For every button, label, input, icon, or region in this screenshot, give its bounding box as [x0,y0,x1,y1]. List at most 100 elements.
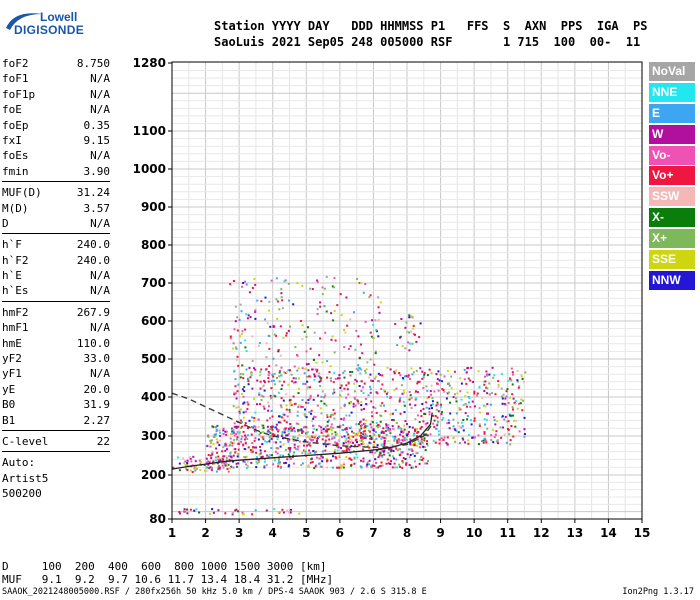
echo-point [263,465,266,468]
echo-point [354,378,357,381]
echo-point [270,436,273,439]
echo-point [374,352,377,355]
echo-point [260,456,263,459]
y-tick-label: 1000 [133,162,166,176]
echo-point [494,433,497,436]
param-value: 3.57 [83,201,111,215]
echo-point [406,434,408,437]
echo-point [383,439,386,442]
echo-point [402,389,405,392]
echo-point [470,419,472,422]
echo-point [311,420,314,423]
echo-point [324,439,327,442]
echo-point [411,449,414,452]
echo-point [375,391,378,394]
echo-point [353,390,356,393]
echo-point [194,469,197,472]
echo-point [417,440,420,443]
echo-point [273,508,276,511]
echo-point [362,433,365,436]
y-tick-label: 900 [141,200,166,214]
echo-point [441,411,443,414]
echo-point [341,465,343,468]
echo-point [233,391,236,394]
echo-point [268,440,271,443]
echo-point [263,379,266,382]
echo-point [289,398,292,401]
echo-point [419,458,422,461]
echo-point [380,461,383,464]
legend-item: Vo+ [649,166,695,186]
param-value: N/A [90,367,110,381]
echo-point [273,333,276,336]
echo-point [350,435,353,438]
echo-point [195,508,198,511]
echo-point [279,369,281,372]
echo-point [198,511,201,514]
echo-point [448,427,451,430]
echo-point [349,441,352,444]
echo-point [283,462,286,465]
echo-point [297,406,300,408]
legend-item: X+ [649,229,695,249]
echo-point [178,469,181,472]
echo-point [242,395,245,398]
echo-point [256,379,259,382]
echo-point [184,460,187,463]
echo-point [345,396,348,399]
param-label: h`E [2,269,22,283]
echo-point [349,345,352,348]
echo-point [391,466,394,469]
echo-point [333,436,336,439]
echo-point [369,294,372,297]
echo-point [516,370,519,372]
echo-point [186,469,189,471]
echo-point [377,466,380,469]
y-tick-label: 1100 [133,124,166,138]
echo-point [206,445,209,448]
echo-point [495,430,498,433]
echo-point [242,282,245,284]
param-value: 31.24 [76,186,110,200]
echo-point [368,441,371,444]
echo-point [485,374,488,377]
echo-point [422,442,424,445]
echo-point [336,449,339,452]
echo-point [223,444,226,447]
echo-point [254,283,257,286]
echo-point [326,424,329,427]
echo-point [437,430,440,433]
echo-point [325,435,328,438]
echo-point [272,379,275,382]
echo-point [363,425,366,428]
echo-point [437,383,440,386]
echo-point [259,374,262,377]
echo-point [243,424,246,427]
echo-point [394,435,397,438]
echo-point [430,404,433,407]
echo-point [478,423,481,426]
echo-point [304,450,307,453]
echo-point [348,402,351,405]
echo-point [342,418,345,421]
echo-point [268,365,271,367]
echo-point [399,336,401,339]
echo-point [477,434,480,437]
echo-point [420,440,423,443]
echo-point [253,417,256,419]
echo-point [275,441,277,444]
x-tick-label: 9 [436,526,444,540]
echo-point [395,422,398,424]
echo-point [387,426,390,429]
echo-point [225,461,228,464]
echo-point [424,449,427,452]
echo-point [416,428,419,431]
echo-point [236,455,239,458]
echo-point [393,462,396,465]
echo-point [409,378,411,381]
echo-point [307,369,310,372]
echo-point [370,438,373,440]
echo-point [333,286,336,289]
echo-point [343,417,346,420]
echo-point [413,433,415,436]
